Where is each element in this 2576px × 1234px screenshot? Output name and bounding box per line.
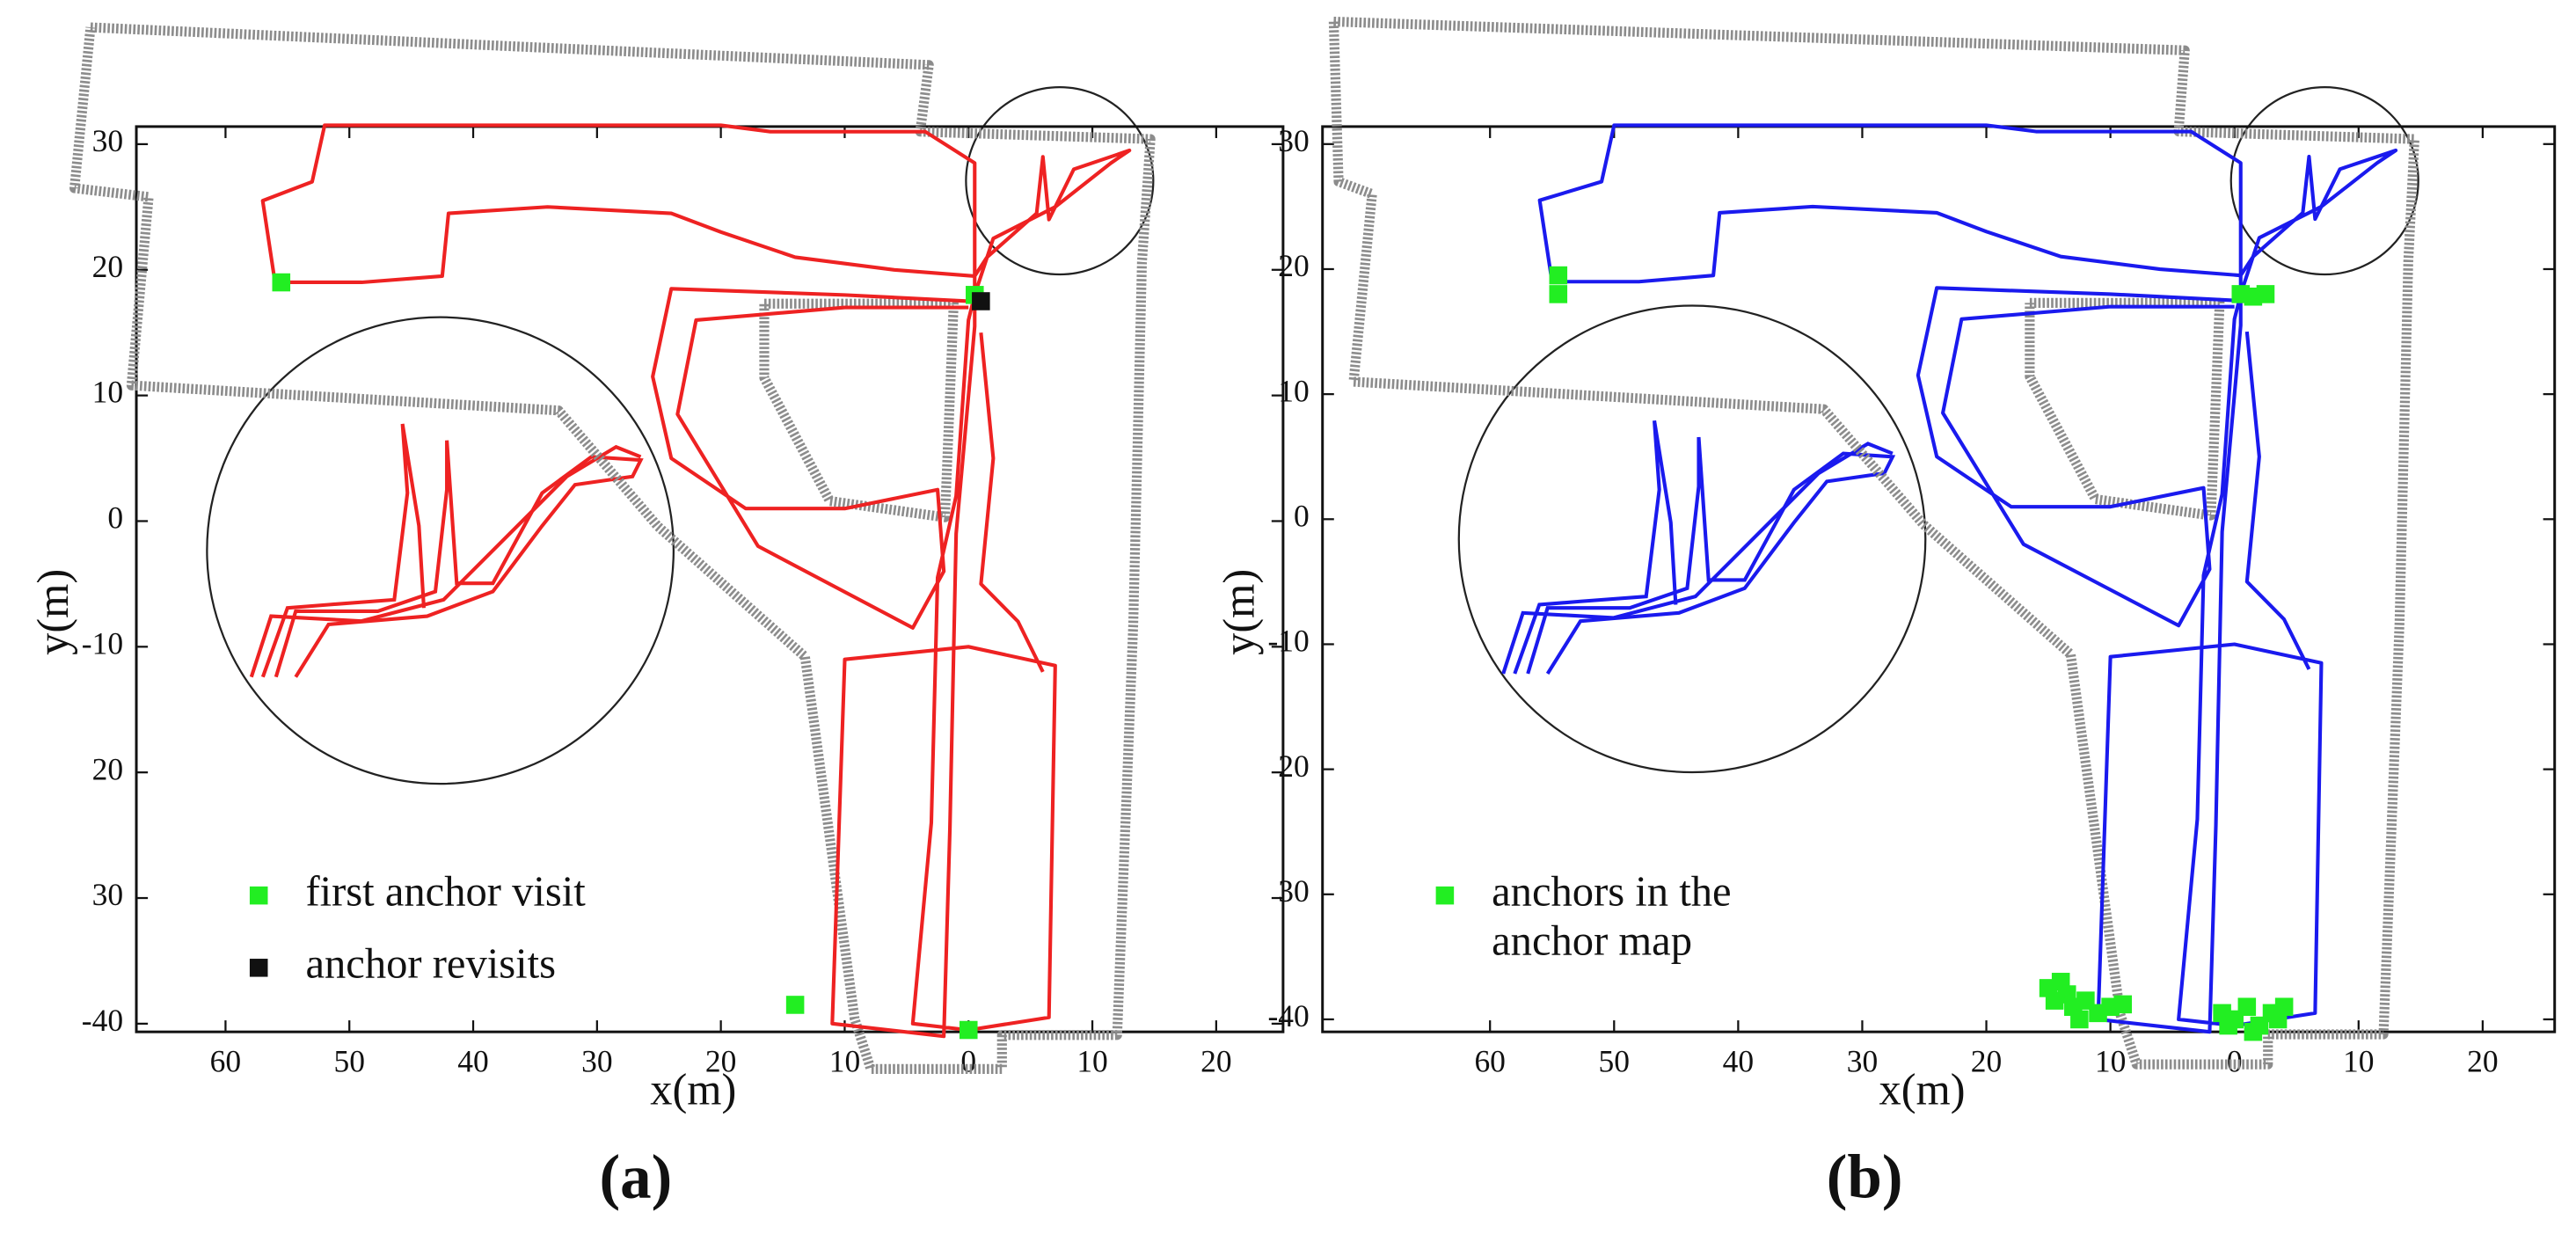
x-tick-label: 0	[960, 1044, 976, 1079]
inset-path	[1526, 436, 1896, 675]
y-tick-label: 20	[1278, 748, 1309, 784]
x-tick-label: 10	[2343, 1044, 2374, 1079]
y-tick-label: -10	[1267, 624, 1309, 659]
legend-label: first anchor visit	[305, 867, 586, 916]
y-tick-label: 0	[1294, 498, 1310, 533]
panel-label: (b)	[1827, 1143, 1903, 1211]
x-tick-label: 30	[1847, 1044, 1878, 1079]
x-tick-label: 40	[457, 1044, 488, 1079]
legend-label: anchors in the anchor map	[1492, 867, 1732, 965]
x-tick-label: 50	[1599, 1044, 1630, 1079]
map-wall	[69, 22, 1156, 1074]
legend-label: anchor revisits	[305, 939, 557, 988]
anchor-marker	[2113, 995, 2133, 1014]
y-tick-label: -40	[82, 1003, 123, 1038]
anchor-marker	[2070, 1010, 2089, 1029]
y-tick-label: 20	[92, 249, 123, 284]
y-tick-label: 30	[92, 123, 123, 158]
anchor-marker	[2256, 285, 2275, 303]
zoom-circle	[1457, 304, 1927, 774]
x-tick-label: 20	[1200, 1044, 1231, 1079]
x-tick-label: 20	[705, 1044, 736, 1079]
y-tick-label: 0	[107, 500, 123, 536]
anchor-marker	[785, 996, 805, 1014]
zoom-circle	[2229, 85, 2419, 276]
y-tick-label: 30	[1278, 873, 1309, 909]
x-axis-label: x(m)	[1879, 1065, 1966, 1114]
anchor-marker	[2244, 1022, 2263, 1041]
x-tick-label: 10	[1076, 1044, 1107, 1079]
y-tick-label: -10	[82, 625, 123, 661]
x-tick-label: 60	[210, 1044, 241, 1079]
y-tick-label: 10	[1278, 373, 1309, 408]
anchor-marker	[1549, 285, 1568, 303]
legend-entry: anchor revisits	[305, 939, 557, 988]
y-tick-label: 30	[92, 877, 123, 912]
anchor-marker	[2045, 991, 2064, 1010]
trajectory	[1537, 123, 2398, 1034]
x-tick-label: 30	[581, 1044, 612, 1079]
anchor-marker	[272, 273, 291, 292]
x-tick-label: 50	[333, 1044, 364, 1079]
x-tick-label: 20	[2467, 1044, 2498, 1079]
x-tick-label: 10	[829, 1044, 860, 1079]
y-axis-label: y(m)	[28, 569, 77, 655]
y-tick-label: 20	[92, 751, 123, 786]
inset-path	[1513, 420, 1678, 675]
anchor-marker	[1549, 266, 1568, 285]
plot: 60 50 40 30 20 10 0 10 20 30 20 10 0 -10 20 30 -40 first …	[28, 22, 1285, 1211]
zoom-circle	[965, 85, 1155, 276]
x-tick-label: 40	[1723, 1044, 1754, 1079]
inset-path	[249, 444, 642, 678]
y-tick-label: 10	[92, 375, 123, 410]
inset-path	[260, 423, 426, 678]
x-tick-label: 60	[1474, 1044, 1505, 1079]
legend-entry: anchors in the anchor map	[1492, 867, 1732, 965]
panel-label: (a)	[600, 1143, 673, 1211]
y-axis-label: y(m)	[1215, 569, 1264, 655]
legend-marker	[249, 886, 268, 905]
plot: 60 50 40 30 20 10 0 10 203020100-102030-40anchor…	[1215, 16, 2557, 1211]
trajectory	[260, 123, 1132, 1039]
anchor-marker	[972, 292, 990, 310]
map-wall	[1328, 16, 2419, 1070]
anchor-marker	[2219, 1016, 2237, 1035]
inset-a	[206, 85, 1155, 785]
x-tick-label: 10	[2095, 1044, 2126, 1079]
anchor-marker	[2237, 997, 2257, 1017]
y-tick-label: -40	[1267, 998, 1309, 1033]
legend-entry: first anchor visit	[305, 867, 586, 916]
zoom-circle	[206, 316, 675, 785]
inset-b	[1457, 85, 2419, 774]
anchor-marker	[959, 1020, 978, 1040]
x-tick-label: 20	[1971, 1044, 2002, 1079]
y-tick-label: 30	[1278, 123, 1309, 158]
y-tick-label: 20	[1278, 248, 1309, 283]
anchor-marker	[2268, 1010, 2288, 1029]
inset-path	[1501, 442, 1894, 675]
inset-lines	[1501, 420, 1896, 675]
legend-marker	[1435, 886, 1455, 905]
inset-path	[274, 440, 644, 678]
x-axis-label: x(m)	[650, 1065, 736, 1114]
legend-marker	[249, 959, 268, 977]
